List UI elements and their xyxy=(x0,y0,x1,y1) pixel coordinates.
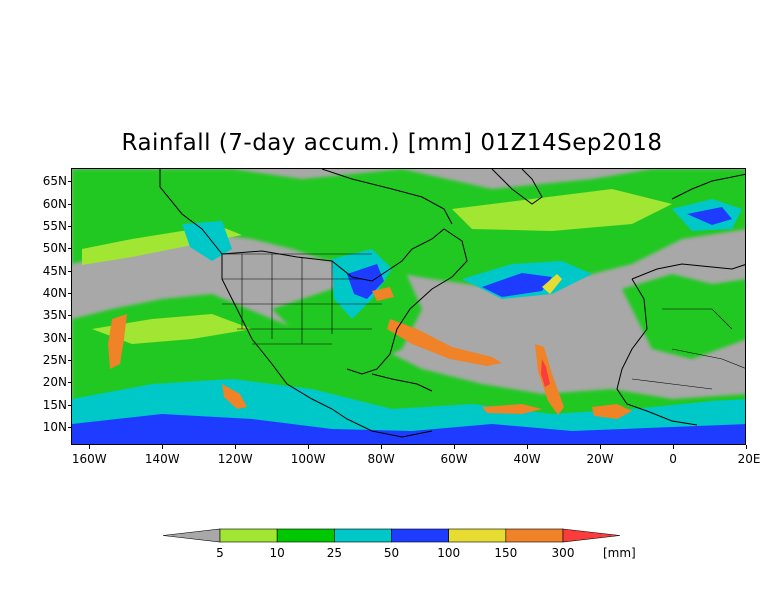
lon-tick xyxy=(454,445,456,449)
coastlines xyxy=(159,169,745,438)
lon-tick xyxy=(235,445,237,449)
lon-tick xyxy=(162,445,164,449)
lat-tick xyxy=(68,203,71,205)
lon-tick-label: 40W xyxy=(513,452,541,466)
colorbar-label: 10 xyxy=(269,546,285,560)
lon-tick-label: 80W xyxy=(367,452,395,466)
colorbar-label: 100 xyxy=(437,546,461,560)
colorbar-label: 50 xyxy=(383,546,400,560)
colorbar-segment xyxy=(276,528,335,543)
lat-tick-label: 45N xyxy=(42,263,67,278)
lat-tick xyxy=(68,315,71,317)
colorbar-unit: [mm] xyxy=(603,546,636,560)
lat-tick xyxy=(68,293,71,295)
lon-tick-label: 0 xyxy=(669,452,677,466)
lat-tick xyxy=(68,181,71,183)
lon-tick xyxy=(746,445,747,449)
lon-tick-label: 60W xyxy=(440,452,468,466)
lat-tick-label: 25N xyxy=(42,353,67,368)
colorbar-label: 150 xyxy=(494,546,518,560)
borders xyxy=(222,253,745,390)
lat-tick-label: 50N xyxy=(42,241,67,256)
lat-tick-label: 20N xyxy=(42,375,67,390)
rain-field-heavy xyxy=(108,274,632,419)
lat-tick xyxy=(68,226,71,228)
colorbar-segment xyxy=(505,528,564,543)
lat-tick xyxy=(68,404,71,406)
colorbar-segment xyxy=(391,528,449,543)
lat-tick xyxy=(68,248,71,250)
lat-tick xyxy=(68,382,71,384)
colorbar-segment xyxy=(562,528,621,543)
rainfall-map xyxy=(71,168,746,445)
colorbar-segment xyxy=(162,528,221,543)
lon-tick xyxy=(381,445,383,449)
lon-tick xyxy=(673,445,675,449)
lat-tick-label: 35N xyxy=(42,308,67,323)
lat-tick-label: 40N xyxy=(42,286,67,301)
colorbar-segment xyxy=(334,528,392,543)
colorbar-label: 5 xyxy=(216,546,224,560)
lon-tick-label: 120W xyxy=(217,452,253,466)
colorbar-label: 300 xyxy=(551,546,575,560)
colorbar-segment xyxy=(219,528,278,543)
lat-tick xyxy=(68,360,71,362)
lat-tick-label: 10N xyxy=(42,420,67,435)
lat-tick-label: 60N xyxy=(42,196,67,211)
colorbar-label: 25 xyxy=(326,546,342,560)
rainfall-map-canvas xyxy=(72,169,745,444)
lon-tick xyxy=(89,445,91,449)
lat-tick-label: 30N xyxy=(42,330,67,345)
lat-tick-label: 15N xyxy=(42,397,67,412)
lat-tick xyxy=(68,427,71,429)
lat-tick-label: 55N xyxy=(42,219,67,234)
lon-tick xyxy=(527,445,529,449)
lon-tick-label: 140W xyxy=(144,452,180,466)
lon-tick xyxy=(308,445,310,449)
colorbar-segment xyxy=(448,528,507,543)
lat-tick-label: 65N xyxy=(42,174,67,189)
lon-tick-label: 20W xyxy=(586,452,614,466)
lon-tick xyxy=(600,445,602,449)
map-title: Rainfall (7-day accum.) [mm] 01Z14Sep201… xyxy=(121,130,663,156)
lat-tick xyxy=(68,337,71,339)
lat-tick xyxy=(68,270,71,272)
lon-tick-label: 20E xyxy=(737,452,761,466)
lon-tick-label: 100W xyxy=(290,452,326,466)
lon-tick-label: 160W xyxy=(71,452,107,466)
